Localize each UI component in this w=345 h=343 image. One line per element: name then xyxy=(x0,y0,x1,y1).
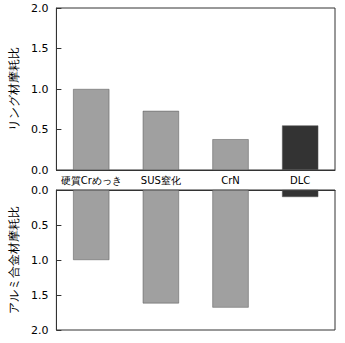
svg-text:2.0: 2.0 xyxy=(31,2,49,15)
svg-text:アルミ合金材摩耗比: アルミ合金材摩耗比 xyxy=(7,206,21,314)
svg-text:0.5: 0.5 xyxy=(31,219,49,232)
svg-text:DLC: DLC xyxy=(290,175,310,186)
svg-text:0.5: 0.5 xyxy=(31,123,49,136)
svg-text:リング材摩耗比: リング材摩耗比 xyxy=(7,47,21,131)
svg-text:1.5: 1.5 xyxy=(31,42,49,55)
svg-text:2.0: 2.0 xyxy=(31,324,49,337)
svg-text:CrN: CrN xyxy=(221,175,240,186)
svg-text:硬質Crめっき: 硬質Crめっき xyxy=(61,175,122,186)
svg-text:1.0: 1.0 xyxy=(31,83,49,96)
svg-text:0.0: 0.0 xyxy=(31,164,49,177)
svg-text:0.0: 0.0 xyxy=(31,184,49,197)
svg-text:SUS窒化: SUS窒化 xyxy=(141,175,181,186)
svg-text:1.5: 1.5 xyxy=(31,289,49,302)
svg-text:1.0: 1.0 xyxy=(31,254,49,267)
